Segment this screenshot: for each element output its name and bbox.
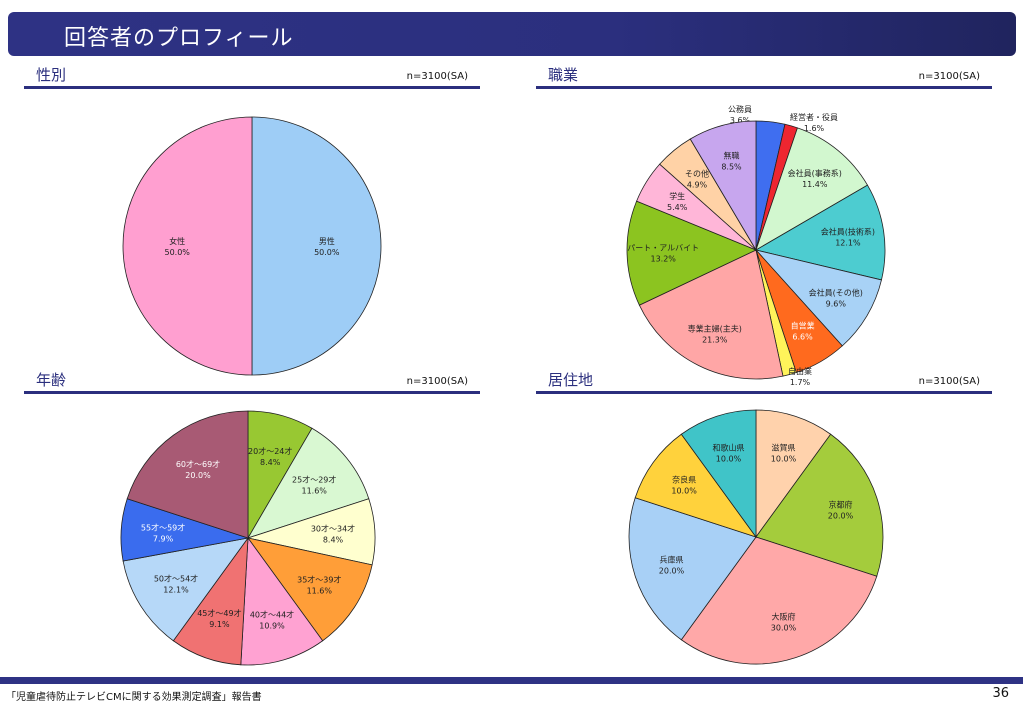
pie-slice [122, 537, 249, 642]
slice-label: 公務員 [728, 104, 752, 114]
slice-label: 兵庫県 [660, 555, 684, 565]
slice-value: 12.1% [163, 585, 189, 594]
slice-value: 50.0% [164, 248, 190, 257]
slice-label: 25才～29才 [292, 475, 336, 485]
pie-slice [755, 433, 884, 577]
slice-value: 3.6% [730, 116, 751, 125]
slice-label: 40才～44才 [250, 610, 294, 620]
panel-header-occupation: 職業 n=3100(SA) [536, 64, 992, 89]
panel-header-gender: 性別 n=3100(SA) [24, 64, 480, 89]
slice-label: 50才～54才 [154, 573, 198, 583]
chart-title-age: 年齢 [36, 371, 67, 389]
pie-slice [754, 184, 886, 281]
slice-label: 35才～39才 [297, 575, 341, 585]
chart-title-occupation: 職業 [548, 66, 579, 84]
slice-value: 1.6% [804, 124, 825, 133]
pie-chart-residence: 滋賀県 10.0% 京都府 20.0% 大阪府 30.0% 兵庫県 20.0% 奈良県 10.0%… [628, 409, 884, 665]
slice-value: 10.0% [671, 487, 697, 496]
slice-label: 20才～24才 [248, 446, 292, 456]
slice-label: 60才～69才 [176, 459, 220, 469]
slice-label: 55才～59才 [141, 522, 185, 532]
slice-label: その他 [685, 168, 709, 178]
slice-value: 6.6% [792, 332, 813, 341]
slice-value: 9.1% [209, 620, 230, 629]
pie-slice [754, 249, 882, 347]
slice-value: 10.0% [771, 455, 797, 464]
slice-value: 8.4% [260, 458, 281, 467]
slice-value: 5.4% [667, 203, 688, 212]
pie-chart-gender: 男性 50.0% 女性 50.0% [122, 116, 382, 376]
chart-title-gender: 性別 [36, 66, 67, 84]
footer-bar [0, 677, 1023, 684]
slice-value: 20.0% [659, 567, 685, 576]
slice-value: 20.0% [828, 512, 854, 521]
slice-value: 10.0% [716, 455, 742, 464]
slice-value: 10.9% [259, 622, 285, 631]
slice-value: 20.0% [185, 471, 211, 480]
footer-report-title: 「児童虐待防止テレビCMに関する効果測定調査」報告書 [6, 692, 262, 703]
slice-label: 専業主婦(主夫) [688, 323, 742, 333]
slice-label: 無職 [724, 150, 740, 160]
pie-slice [240, 536, 324, 666]
sample-size-residence: n=3100(SA) [918, 376, 980, 387]
slice-value: 21.3% [702, 335, 728, 344]
slice-value: 11.6% [301, 487, 327, 496]
slice-label: 45才～49才 [197, 608, 241, 618]
sample-size-gender: n=3100(SA) [406, 71, 468, 82]
slice-label: 女性 [169, 236, 185, 246]
slice-value: 11.6% [307, 587, 333, 596]
pie-slice [680, 536, 878, 665]
slice-value: 8.4% [323, 536, 344, 545]
pie-slice [247, 537, 373, 642]
sample-size-age: n=3100(SA) [406, 376, 468, 387]
slice-label: 京都府 [829, 500, 853, 510]
title-bar: 回答者のプロフィール [8, 12, 1016, 56]
pie-slice [755, 409, 832, 539]
slice-value: 8.5% [721, 162, 742, 171]
pie-slice [122, 116, 253, 376]
pie-chart-occupation: 公務員 3.6% 経営者・役員 1.6% 会社員(事務系) 11.4% 会社員(技術系) 12… [626, 104, 886, 387]
pie-slice [251, 116, 382, 376]
slice-label: 大阪府 [772, 612, 796, 622]
slice-value: 4.9% [687, 180, 708, 189]
chart-title-residence: 居住地 [548, 371, 594, 389]
panel-header-residence: 居住地 n=3100(SA) [536, 369, 992, 394]
pie-slice [680, 409, 757, 539]
pie-slice [126, 410, 249, 539]
slice-value: 50.0% [314, 248, 340, 257]
slice-label: 和歌山県 [713, 443, 745, 453]
slice-label: 自由業 [788, 366, 812, 376]
slice-value: 7.9% [153, 534, 174, 543]
pie-slice [634, 433, 758, 538]
slice-value: 1.7% [790, 378, 811, 387]
slice-label: 自営業 [791, 320, 815, 330]
slice-label: 30才～34才 [311, 524, 355, 534]
sample-size-occupation: n=3100(SA) [918, 71, 980, 82]
slice-label: 会社員(その他) [809, 287, 863, 297]
slice-value: 12.1% [835, 239, 861, 248]
slice-label: 会社員(事務系) [788, 168, 842, 178]
panel-header-age: 年齢 n=3100(SA) [24, 369, 480, 394]
pie-slice [755, 127, 869, 251]
slice-label: 男性 [319, 236, 335, 246]
slice-label: 会社員(技術系) [821, 227, 875, 237]
slice-label: 経営者・役員 [790, 112, 838, 122]
pie-slice [628, 497, 757, 641]
slice-label: 滋賀県 [772, 443, 796, 453]
pie-slice [689, 120, 757, 252]
slice-value: 13.2% [650, 255, 676, 264]
pie-slice [626, 200, 757, 306]
page-title: 回答者のプロフィール [64, 26, 294, 51]
slice-label: 学生 [669, 191, 685, 201]
slice-label: 奈良県 [672, 475, 696, 485]
pie-slice [638, 249, 784, 380]
slice-value: 30.0% [771, 624, 797, 633]
pie-slice [247, 427, 370, 539]
slice-value: 9.6% [826, 299, 847, 308]
slice-value: 11.4% [802, 180, 828, 189]
pie-chart-age: 20才～24才 8.4% 25才～29才 11.6% 30才～34才 8.4% 35才～39… [120, 410, 376, 666]
page-number: 36 [992, 686, 1009, 701]
slice-label: パート・アルバイト [627, 244, 699, 253]
